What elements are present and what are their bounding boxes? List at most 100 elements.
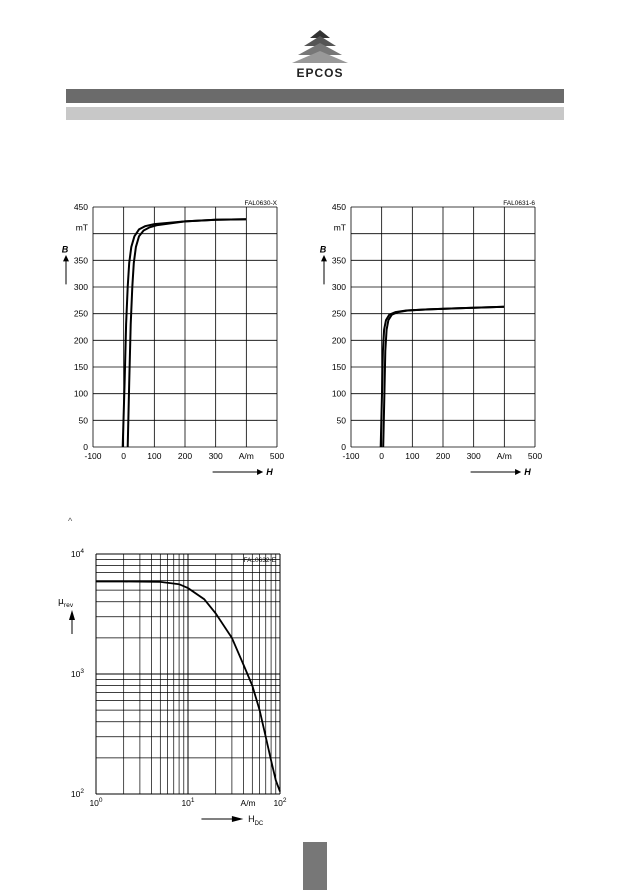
- x-tick-label: 500: [270, 451, 284, 461]
- chart-code: FAL0632-E: [243, 557, 276, 564]
- x-unit: A/m: [241, 798, 256, 808]
- chart-code: FAL0630-X: [244, 200, 277, 207]
- y-tick-label: 100: [74, 389, 88, 399]
- y-tick-label: 104: [71, 548, 84, 559]
- chart-fal0630-x: -100 0 100 200 300 500 0 50 100 150 200 250 300 350 45…: [55, 195, 300, 480]
- epcos-logo-icon: [292, 30, 348, 63]
- x-tick-label: 100: [89, 797, 102, 808]
- y-tick-base: 10: [71, 789, 81, 799]
- bh-curve-chart-2: -100 0 100 200 300 50005010015020025030035045…: [320, 200, 543, 477]
- y-tick-exp: 2: [80, 788, 84, 795]
- y-symbol-sub: rev: [64, 602, 74, 609]
- x-tick-base: 10: [273, 798, 283, 808]
- y-tick-label: 250: [74, 309, 88, 319]
- y-axis-arrow-head: [321, 255, 327, 262]
- y-symbol: μrev: [58, 597, 74, 609]
- y-tick-label: 450: [74, 202, 88, 212]
- tick-labels: -100 0 100 200 300 50005010015020025030035045…: [332, 202, 543, 461]
- series-group: [96, 580, 281, 792]
- y-tick-label: 300: [74, 282, 88, 292]
- axis-arrows: [69, 610, 244, 822]
- permeability-curve: [96, 580, 281, 792]
- y-tick-exp: 3: [80, 668, 84, 675]
- brand-logo: EPCOS: [270, 28, 370, 80]
- y-tick-label: 350: [332, 255, 346, 265]
- y-unit: mT: [76, 222, 88, 232]
- x-axis-arrow-head: [257, 469, 264, 475]
- x-symbol: H: [266, 467, 273, 477]
- y-unit: mT: [334, 222, 346, 232]
- y-axis-arrow-head: [63, 255, 69, 262]
- x-tick-label: 200: [436, 451, 450, 461]
- subheader-bar: [66, 107, 564, 120]
- y-tick-label: 50: [337, 415, 347, 425]
- y-tick-label: 100: [332, 389, 346, 399]
- y-tick-base: 10: [71, 549, 81, 559]
- x-symbol-sub: DC: [255, 821, 264, 827]
- y-tick-label: 300: [332, 282, 346, 292]
- tick-labels: -100 0 100 200 300 50005010015020025030035045…: [74, 202, 285, 461]
- chart-fal0631-6: -100 0 100 200 300 500 0 50 100 150 200 250 300 350 45…: [313, 195, 558, 480]
- y-tick-label: 50: [79, 415, 89, 425]
- axis-arrows: [321, 255, 522, 475]
- grid: [95, 553, 281, 795]
- x-tick-base: 10: [181, 798, 191, 808]
- x-symbol: HDC: [248, 814, 264, 827]
- chart-code: FAL0631-6: [503, 200, 535, 207]
- y-tick-label: 103: [71, 668, 84, 679]
- hysteresis-curve: [121, 218, 247, 448]
- x-tick-label: 0: [379, 451, 384, 461]
- logo-text: EPCOS: [296, 66, 344, 80]
- x-unit: A/m: [239, 451, 254, 461]
- series-group: [379, 305, 505, 448]
- y-tick-label: 250: [332, 309, 346, 319]
- series-group: [121, 218, 247, 448]
- y-tick-label: 0: [341, 442, 346, 452]
- x-tick-label: -100: [84, 451, 101, 461]
- y-tick-label: 150: [332, 362, 346, 372]
- y-tick-label: 0: [83, 442, 88, 452]
- y-tick-label: 200: [332, 335, 346, 345]
- y-symbol: B: [62, 244, 69, 254]
- x-tick-label: 0: [121, 451, 126, 461]
- y-tick-label: 102: [71, 788, 84, 799]
- y-tick-label: 450: [332, 202, 346, 212]
- axis-arrows: [63, 255, 264, 475]
- x-tick-exp: 2: [283, 797, 287, 804]
- header-bar: [66, 89, 564, 103]
- page-number-tab: [303, 842, 327, 890]
- hysteresis-curve: [126, 218, 247, 448]
- x-axis-arrow-head: [231, 816, 244, 822]
- x-tick-label: 102: [273, 797, 286, 808]
- x-tick-label: 200: [178, 451, 192, 461]
- x-tick-label: 300: [467, 451, 481, 461]
- x-tick-exp: 0: [99, 797, 103, 804]
- x-tick-label: 100: [405, 451, 419, 461]
- chart-fal0632-e: 100 101 102 102 103 104 FAL0632-E A/m μrev HD…: [50, 540, 300, 830]
- x-axis-arrow-head: [515, 469, 522, 475]
- x-tick-label: 101: [181, 797, 194, 808]
- x-tick-label: -100: [342, 451, 359, 461]
- y-tick-label: 150: [74, 362, 88, 372]
- x-tick-exp: 1: [191, 797, 195, 804]
- grid: [350, 206, 536, 448]
- hysteresis-curve: [382, 305, 505, 448]
- x-unit: A/m: [497, 451, 512, 461]
- x-tick-base: 10: [89, 798, 99, 808]
- grid: [92, 206, 278, 448]
- x-tick-label: 100: [147, 451, 161, 461]
- y-tick-exp: 4: [80, 548, 84, 555]
- hysteresis-curve: [379, 305, 505, 448]
- bh-curve-chart-1: -100 0 100 200 300 50005010015020025030035045…: [62, 200, 285, 477]
- x-symbol: H: [524, 467, 531, 477]
- y-symbol: B: [320, 244, 327, 254]
- x-tick-label: 500: [528, 451, 542, 461]
- x-tick-label: 300: [209, 451, 223, 461]
- y-symbol-main: μ: [58, 597, 64, 607]
- y-axis-arrow-head: [69, 610, 75, 620]
- y-tick-label: 200: [74, 335, 88, 345]
- x-symbol-main: H: [248, 814, 255, 824]
- y-tick-base: 10: [71, 669, 81, 679]
